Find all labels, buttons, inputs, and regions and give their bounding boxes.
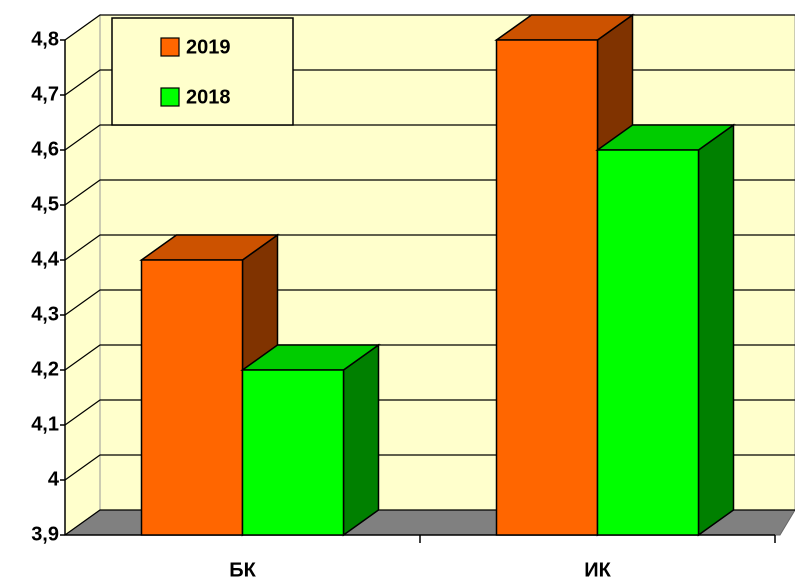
y-tick-label: 4,6 xyxy=(31,138,59,160)
bar xyxy=(595,123,736,537)
bar-front xyxy=(596,149,700,536)
bar-front xyxy=(495,39,599,536)
y-tick-label: 4,5 xyxy=(31,193,59,215)
x-tick-label: ИК xyxy=(584,559,611,581)
y-tick-label: 4,1 xyxy=(31,413,59,435)
legend-label: 2018 xyxy=(186,86,231,108)
legend-swatch xyxy=(160,87,180,107)
legend-label: 2019 xyxy=(186,36,231,58)
x-tick-label: БК xyxy=(229,559,256,581)
y-tick-label: 4,8 xyxy=(31,28,59,50)
y-tick-label: 4,2 xyxy=(31,358,59,380)
y-tick-label: 4,3 xyxy=(31,303,59,325)
bar-front xyxy=(140,259,244,536)
y-tick-label: 4 xyxy=(48,468,60,490)
bar-front xyxy=(241,369,345,536)
y-tick-label: 4,7 xyxy=(31,83,59,105)
bar-side xyxy=(697,123,735,537)
side-wall xyxy=(64,14,101,536)
bar xyxy=(240,343,381,537)
bar-side xyxy=(342,343,380,537)
legend-box xyxy=(111,17,294,126)
y-tick-label: 4,4 xyxy=(31,248,60,270)
y-tick-label: 3,9 xyxy=(31,523,59,545)
legend-swatch xyxy=(160,37,180,57)
